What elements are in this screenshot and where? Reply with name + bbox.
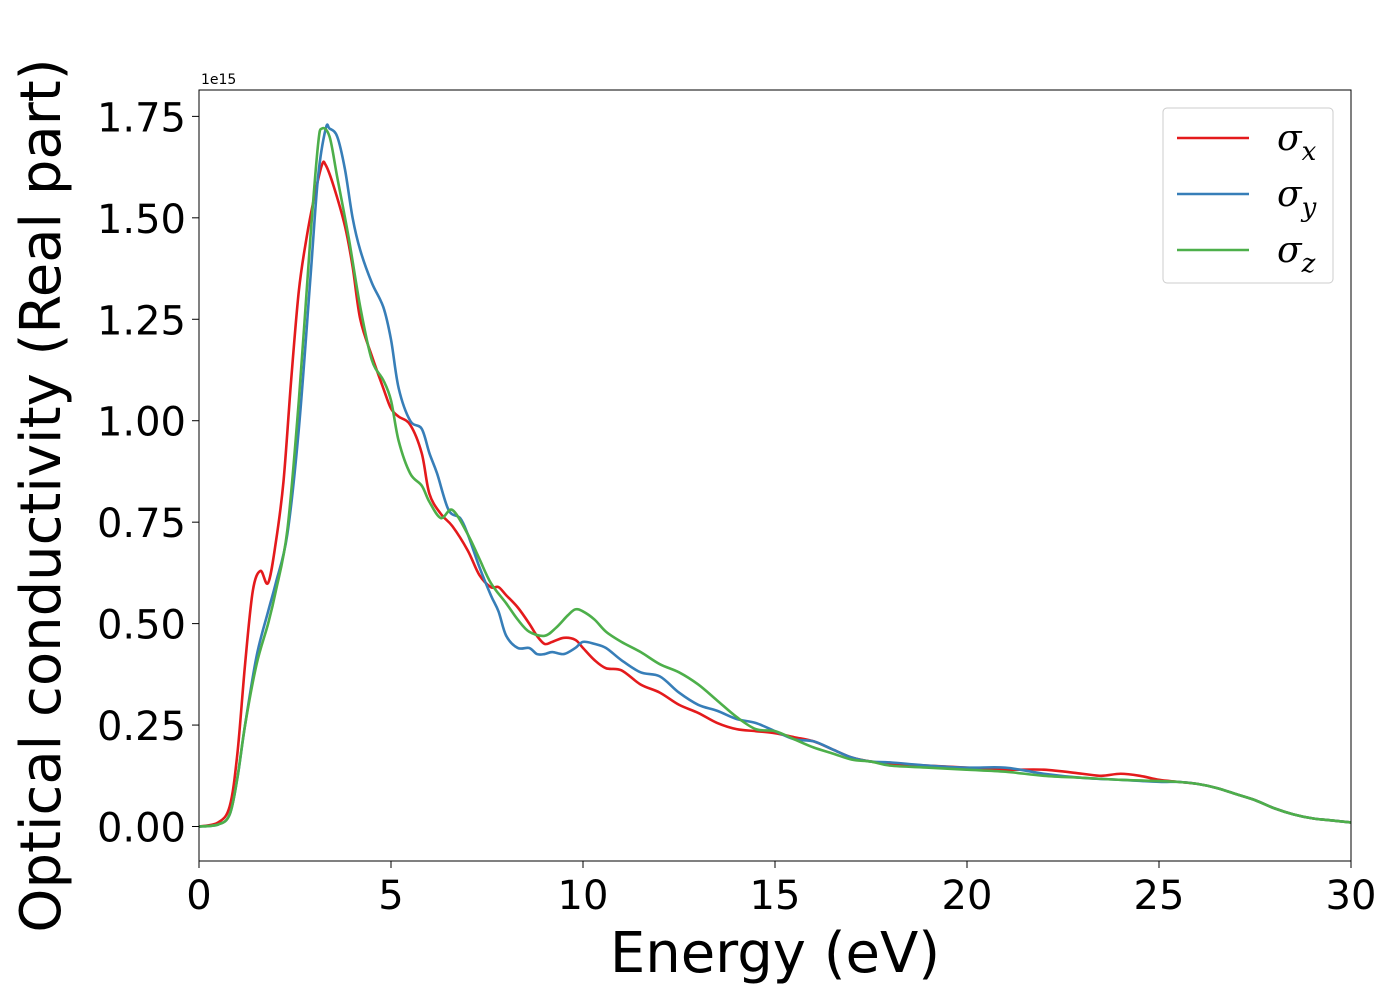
x-tick-label: 20 (942, 873, 993, 919)
x-tick-label: 10 (558, 873, 609, 919)
x-tick-label: 25 (1134, 873, 1185, 919)
y-tick-label: 1.50 (97, 197, 186, 243)
x-tick-label: 0 (186, 873, 211, 919)
y-axis-label: Optical conductivity (Real part) (9, 58, 74, 932)
y-offset-label: 1e15 (201, 72, 236, 88)
x-tick-label: 30 (1326, 873, 1377, 919)
legend: σx σy σz (1162, 107, 1334, 284)
y-axis-ticks: 0.00 0.25 0.50 0.75 1.00 1.25 1.50 1.75 (97, 95, 199, 852)
x-tick-label: 5 (378, 873, 403, 919)
y-tick-label: 1.75 (97, 95, 186, 141)
series-line-z (199, 126, 1351, 828)
y-tick-label: 0.50 (97, 603, 186, 649)
y-tick-label: 1.25 (97, 298, 186, 344)
y-tick-label: 0.75 (97, 501, 186, 547)
y-tick-label: 0.25 (97, 704, 186, 750)
x-tick-label: 15 (750, 873, 801, 919)
legend-entries: σx σy σz (1177, 118, 1317, 279)
y-tick-label: 1.00 (97, 400, 186, 446)
legend-box (1162, 107, 1334, 284)
legend-label-x: σx (1277, 118, 1317, 167)
x-axis-ticks: 0 5 10 15 20 25 30 (186, 861, 1376, 919)
legend-label-z: σz (1277, 230, 1316, 279)
series-line-x (199, 160, 1351, 828)
series-layer (199, 123, 1351, 828)
y-tick-label: 0.00 (97, 806, 186, 852)
x-axis-label: Energy (eV) (610, 921, 940, 986)
legend-label-y: σy (1277, 174, 1317, 223)
